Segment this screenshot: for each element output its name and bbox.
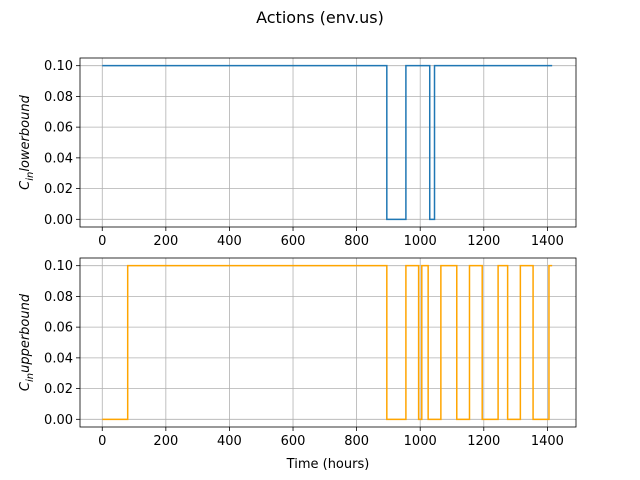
y-tick-label: 0.08 — [44, 90, 73, 105]
y-tick-label: 0.02 — [44, 382, 73, 397]
series-line-upperbound — [102, 264, 553, 421]
y-tick-label: 0.10 — [44, 59, 73, 74]
y-axis-label-rest: lowerbound — [18, 94, 33, 171]
y-tick-label: 0.10 — [44, 259, 73, 274]
x-tick-label: 200 — [153, 234, 178, 249]
x-tick-label: 1400 — [531, 434, 564, 449]
y-axis-label-rest: upperbound — [18, 293, 33, 373]
x-tick-label: 0 — [98, 234, 106, 249]
y-tick-label: 0.02 — [44, 182, 73, 197]
x-tick-label: 800 — [344, 234, 369, 249]
x-tick-label: 1000 — [404, 434, 437, 449]
axes-frame — [79, 257, 577, 428]
y-axis-label-subscript: in — [25, 373, 36, 382]
x-tick-label: 400 — [217, 434, 242, 449]
y-axis-label-subscript: in — [25, 172, 36, 181]
y-axis-label-main: C — [18, 180, 33, 190]
x-tick-label: 1000 — [404, 234, 437, 249]
x-tick-label: 200 — [153, 434, 178, 449]
y-tick-label: 0.08 — [44, 290, 73, 305]
axes-frame — [79, 57, 577, 228]
y-tick-label: 0.06 — [44, 321, 73, 336]
x-tick-label: 1200 — [467, 434, 500, 449]
y-axis-label-main: C — [18, 381, 33, 391]
y-tick-label: 0.00 — [44, 213, 73, 228]
x-tick-label: 1200 — [467, 234, 500, 249]
x-tick-label: 400 — [217, 234, 242, 249]
series-line-lowerbound — [102, 64, 553, 221]
y-tick-label: 0.04 — [44, 351, 73, 366]
x-axis-label: Time (hours) — [286, 457, 370, 472]
x-tick-label: 800 — [344, 434, 369, 449]
y-tick-label: 0.06 — [44, 121, 73, 136]
bottom-subplot: 0 200 400 600 800 1000 1200 1400 0.00 0.02 0.04 0.0… — [18, 257, 577, 472]
y-tick-label: 0.04 — [44, 151, 73, 166]
x-tick-label: 600 — [281, 434, 306, 449]
y-axis-label: Cinupperbound — [18, 293, 36, 391]
x-tick-label: 1400 — [531, 234, 564, 249]
figure-title: Actions (env.us) — [256, 8, 384, 27]
x-tick-label: 0 — [98, 434, 106, 449]
top-subplot: 0 200 400 600 800 1000 1200 1400 0.00 0.02 0.04 0.0… — [18, 57, 577, 249]
x-tick-label: 600 — [281, 234, 306, 249]
y-tick-label: 0.00 — [44, 413, 73, 428]
y-axis-label: Cinlowerbound — [18, 94, 36, 189]
